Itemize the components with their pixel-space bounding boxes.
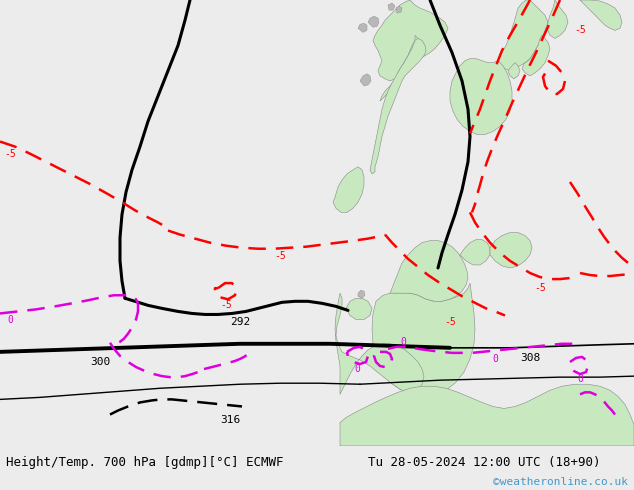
Text: Height/Temp. 700 hPa [gdmp][°C] ECMWF: Height/Temp. 700 hPa [gdmp][°C] ECMWF: [6, 456, 284, 469]
Polygon shape: [358, 290, 365, 298]
Polygon shape: [340, 384, 634, 446]
Polygon shape: [396, 6, 402, 13]
Polygon shape: [373, 0, 448, 81]
Text: ©weatheronline.co.uk: ©weatheronline.co.uk: [493, 477, 628, 487]
Text: -5: -5: [444, 317, 456, 326]
Polygon shape: [360, 74, 371, 86]
Text: -5: -5: [220, 300, 232, 310]
Polygon shape: [498, 0, 548, 71]
Polygon shape: [346, 298, 372, 319]
Text: 292: 292: [230, 317, 250, 326]
Text: 0: 0: [7, 315, 13, 324]
Polygon shape: [372, 283, 475, 396]
Text: 0: 0: [400, 337, 406, 347]
Polygon shape: [547, 0, 568, 38]
Polygon shape: [333, 167, 364, 212]
Polygon shape: [380, 76, 400, 101]
Polygon shape: [397, 35, 422, 77]
Polygon shape: [450, 59, 512, 134]
Text: 0: 0: [492, 354, 498, 364]
Text: 308: 308: [520, 353, 540, 363]
Text: 0: 0: [354, 364, 360, 374]
Polygon shape: [490, 233, 532, 268]
Polygon shape: [508, 63, 520, 79]
Polygon shape: [390, 241, 468, 301]
Polygon shape: [358, 23, 367, 32]
Text: 0: 0: [577, 374, 583, 384]
Polygon shape: [335, 293, 424, 394]
Polygon shape: [460, 240, 490, 265]
Text: -5: -5: [4, 148, 16, 159]
Polygon shape: [580, 0, 622, 30]
Text: 316: 316: [220, 415, 240, 425]
Text: -5: -5: [274, 251, 286, 261]
Polygon shape: [388, 3, 395, 10]
Text: Tu 28-05-2024 12:00 UTC (18+90): Tu 28-05-2024 12:00 UTC (18+90): [368, 456, 600, 469]
Polygon shape: [522, 35, 550, 76]
Polygon shape: [370, 38, 426, 174]
Text: 300: 300: [90, 357, 110, 367]
Polygon shape: [368, 16, 379, 27]
Text: -5: -5: [534, 283, 546, 293]
Text: -5: -5: [574, 25, 586, 35]
